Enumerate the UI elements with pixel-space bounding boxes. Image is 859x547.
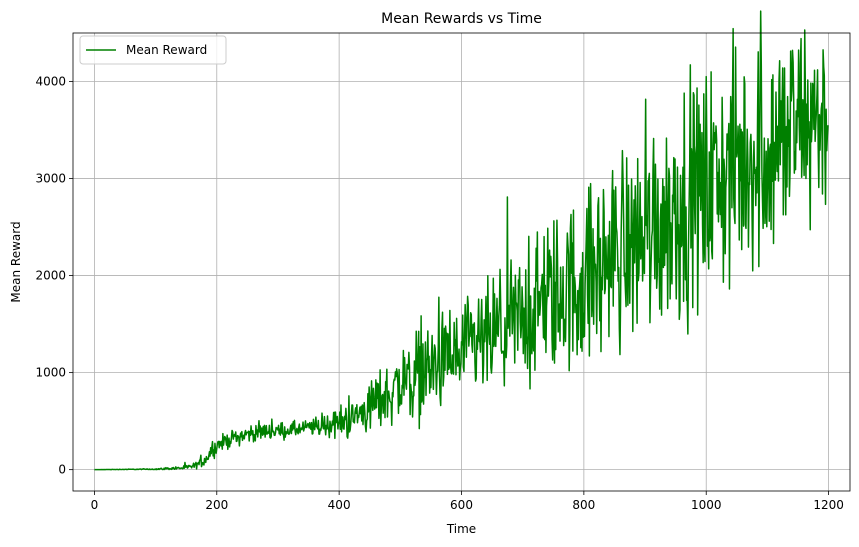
x-tick-label: 0 <box>91 498 99 512</box>
y-axis-ticks: 0 1000 2000 3000 4000 <box>35 75 73 477</box>
y-tick-label: 1000 <box>35 366 66 380</box>
legend-box <box>79 35 227 65</box>
x-tick-label: 200 <box>205 498 228 512</box>
chart-title: Mean Rewards vs Time <box>381 11 542 27</box>
y-tick-label: 4000 <box>35 75 66 89</box>
x-gridlines <box>94 33 829 491</box>
series-layer <box>94 10 829 471</box>
y-tick-label: 0 <box>58 463 66 477</box>
x-tick-label: 600 <box>450 498 473 512</box>
y-axis-label: Mean Reward <box>9 221 23 302</box>
y-gridlines <box>73 81 850 471</box>
x-tick-label: 400 <box>328 498 351 512</box>
x-axis-label: Time <box>446 522 476 536</box>
y-tick-label: 2000 <box>35 269 66 283</box>
mean-reward-line <box>94 10 829 471</box>
x-tick-label: 1000 <box>691 498 722 512</box>
legend-entry: Mean Reward <box>126 43 207 57</box>
legend: Mean Reward <box>79 35 227 65</box>
y-tick-label: 3000 <box>35 172 66 186</box>
x-tick-label: 800 <box>572 498 595 512</box>
x-axis-ticks: 0 200 400 600 800 1000 1200 <box>91 491 844 512</box>
x-tick-label: 1200 <box>813 498 844 512</box>
